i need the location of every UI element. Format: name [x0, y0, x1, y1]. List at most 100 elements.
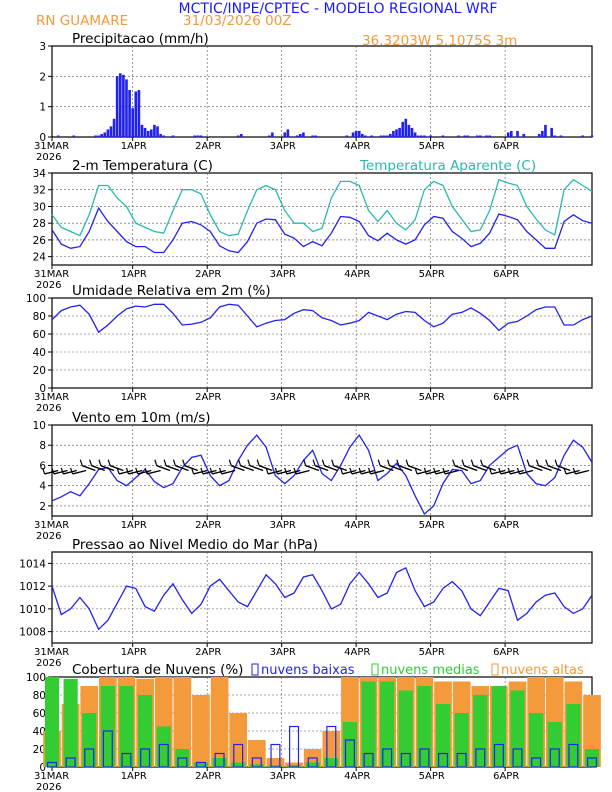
cloud-bar-low [121, 752, 132, 768]
wind-barb-feather [480, 459, 484, 466]
wind-barb-feather [89, 459, 93, 466]
wind-barb-feather [572, 467, 576, 475]
precip-bar [351, 132, 355, 137]
y-tick-label: 0 [39, 383, 46, 395]
cloud-bar-high [285, 762, 303, 767]
precip-bar [56, 135, 60, 137]
wind-barb-feather [526, 459, 530, 466]
x-tick-label: 6APR [493, 141, 519, 152]
wind-barb-feather [265, 467, 269, 475]
wind-barb [128, 469, 143, 475]
wind-barb-feather [488, 467, 493, 475]
x-tick-label: 31MAR [34, 520, 69, 531]
wind-barb-feather [51, 467, 55, 475]
y-tick-label: 40 [33, 347, 46, 359]
precip-bar [314, 135, 318, 137]
cloud-bar-low [65, 757, 76, 768]
precip-bar [199, 135, 203, 137]
y-tick-label: 4 [39, 481, 46, 493]
precip-bar [354, 130, 358, 137]
y-tick-label: 1014 [19, 558, 46, 570]
series-line-temperatura-aparente-c- [51, 178, 593, 237]
precip-bar [457, 135, 460, 137]
x-tick-label: 3APR [270, 269, 296, 280]
wind-barb [156, 465, 171, 472]
y-tick-label: 1008 [19, 627, 46, 639]
wind-barb [454, 465, 469, 472]
wind-barb [295, 469, 310, 475]
precip-bar [112, 118, 116, 137]
wind-barb [221, 469, 236, 475]
wind-barb-feather [125, 467, 130, 475]
x-tick-label: 3APR [270, 771, 296, 782]
wind-barb [100, 465, 115, 472]
precip-bar [286, 129, 290, 137]
cloud-bar-low [363, 752, 374, 768]
precip-bar [466, 135, 470, 137]
x-tick-label: 1APR [121, 141, 147, 152]
x-tick-label: 3APR [270, 520, 296, 531]
wind-barb [193, 469, 208, 475]
precip-bar [118, 73, 122, 137]
cloud-bar-low [195, 761, 206, 768]
precip-bar [109, 126, 113, 137]
precip-bar [364, 135, 367, 137]
panel-title: Cobertura de Nuvens (%) [72, 662, 243, 678]
cloud-bar-low [438, 752, 449, 768]
cloud-bar-low [326, 725, 337, 768]
wind-barb [314, 465, 329, 472]
precip-bar [128, 89, 131, 137]
cloud-bar-medium [342, 722, 358, 767]
x-tick-label: 6APR [493, 392, 519, 403]
y-tick-label: 60 [33, 329, 46, 341]
cloud-bar-medium [510, 690, 525, 767]
cloud-bar-low [512, 748, 523, 768]
wind-barb-feather [554, 459, 558, 466]
wind-barb-feather [358, 467, 362, 475]
precip-bar [516, 130, 519, 137]
coords-label: 36.3203W 5.1075S 3m [362, 33, 517, 49]
cloud-legend-label: nuvens altas [501, 663, 584, 678]
cloud-bar-low [158, 743, 169, 768]
cloud-bar-medium [119, 686, 134, 767]
x-tick-label: 4APR [344, 771, 370, 782]
precip-bar [506, 132, 510, 137]
cloud-bar-low [586, 757, 598, 768]
wind-barb [416, 469, 431, 475]
cloud-bar-medium [231, 762, 246, 767]
y-tick-label: 80 [33, 690, 46, 702]
cloud-legend-swatch [371, 663, 379, 676]
cloud-bar-medium [44, 677, 60, 767]
wind-barb [175, 465, 189, 472]
y-tick-label: 2 [39, 71, 46, 83]
x-tick-label: 31MAR [34, 269, 69, 280]
wind-barb-feather [303, 459, 307, 466]
precip-bar [94, 135, 97, 137]
x-tick-label: 6APR [493, 771, 519, 782]
wind-barb-feather [228, 459, 232, 466]
wind-barb-feather [461, 459, 465, 466]
cloud-bar-low [568, 743, 579, 768]
wind-barb-feather [182, 459, 186, 466]
wind-barb-feather [340, 467, 344, 475]
precip-bar [149, 129, 153, 137]
cloud-bar-high [266, 758, 285, 767]
temp-legend-apparent: Temperatura Aparente (C) [359, 158, 536, 174]
cloud-bar-low [493, 743, 504, 768]
y-tick-label: 40 [33, 726, 46, 738]
precip-bar [171, 135, 175, 137]
cloud-bar-medium [380, 681, 395, 767]
wind-barb-feather [414, 467, 418, 475]
wind-barb-feather [79, 459, 83, 466]
wind-barb-feather [442, 467, 446, 475]
y-tick-label: 6 [39, 460, 46, 472]
x-tick-label: 1APR [121, 520, 147, 531]
wind-barb [389, 465, 403, 472]
x-tick-label: 31MAR [34, 647, 69, 658]
wind-barb [444, 469, 459, 475]
y-tick-label: 0 [39, 762, 46, 774]
cloud-bar-medium [286, 765, 302, 767]
cloud-bar-medium [361, 681, 376, 767]
series-line-vento-em-10m [51, 433, 593, 516]
x-tick-label: 3APR [270, 141, 296, 152]
